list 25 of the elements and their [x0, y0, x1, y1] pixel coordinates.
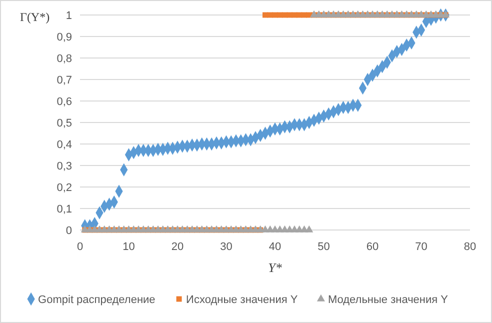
y-tick-label: 0,7	[56, 74, 72, 86]
x-tick-label: 70	[415, 241, 428, 253]
x-tick-label: 20	[171, 241, 184, 253]
x-axis-title: Y*	[268, 260, 282, 275]
x-tick-label: 60	[366, 241, 379, 253]
legend-label: Gompit распределение	[38, 294, 156, 306]
y-axis-title: Γ(Y*)	[20, 10, 50, 24]
y-tick-label: 0,9	[56, 32, 72, 44]
y-tick-label: 0,5	[56, 118, 72, 130]
y-tick-label: 0,2	[56, 182, 72, 194]
x-tick-label: 80	[464, 241, 476, 253]
x-tick-label: 50	[318, 241, 330, 253]
y-tick-label: 0,6	[56, 96, 72, 108]
y-tick-label: 0,1	[56, 204, 72, 216]
y-tick-label: 0,4	[56, 139, 72, 151]
x-tick-label: 10	[122, 241, 135, 253]
legend-label: Исходные значения Y	[186, 294, 298, 306]
y-tick-label: 0,8	[56, 53, 72, 65]
y-tick-label: 1	[66, 10, 72, 22]
y-tick-label: 0	[66, 225, 72, 237]
x-tick-label: 0	[76, 241, 84, 253]
legend-label: Модельные значения Y	[328, 294, 449, 306]
x-tick-label: 40	[268, 241, 282, 253]
y-tick-label: 0,3	[56, 160, 72, 172]
x-tick-label: 30	[220, 241, 232, 253]
